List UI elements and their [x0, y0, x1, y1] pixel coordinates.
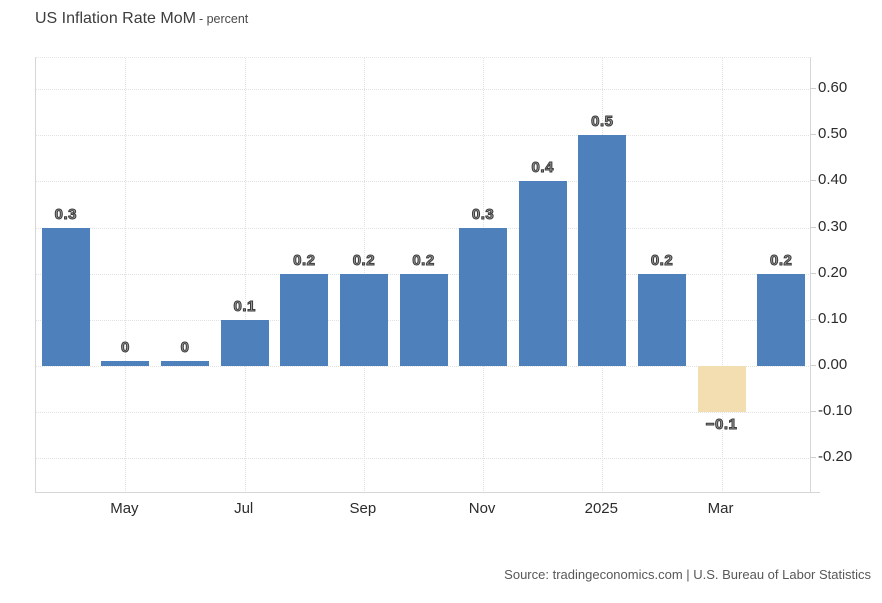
x-tick-label: May — [110, 500, 139, 517]
bar[interactable] — [697, 366, 746, 413]
x-tick-label: Sep — [349, 500, 377, 517]
y-tick-label: 0.50 — [818, 125, 848, 143]
y-tick-mark — [810, 457, 816, 459]
bar-value-label: 0 — [120, 339, 130, 357]
y-tick-label: -0.10 — [818, 402, 853, 420]
gridline-vertical — [244, 58, 246, 493]
bar-value-label: 0.2 — [352, 251, 376, 269]
y-tick-mark — [810, 272, 816, 274]
gridline-horizontal — [36, 227, 811, 229]
bar[interactable] — [101, 361, 150, 366]
chart-title-unit: - percent — [198, 12, 249, 26]
bar[interactable] — [518, 181, 567, 366]
y-tick-mark — [810, 180, 816, 182]
chart-title-main: US Inflation Rate MoM — [35, 10, 196, 27]
bar-value-label: 0.3 — [54, 205, 77, 223]
gridline-horizontal — [36, 412, 811, 414]
x-tick-label: Jul — [234, 500, 254, 517]
gridline-horizontal — [36, 458, 811, 460]
gridline-horizontal — [36, 366, 811, 367]
bar[interactable] — [280, 273, 329, 367]
bar[interactable] — [41, 227, 90, 366]
y-tick-mark — [810, 134, 816, 136]
y-tick-label: 0.10 — [818, 309, 848, 327]
gridline-horizontal — [36, 135, 811, 137]
bar-value-label: 0.2 — [650, 251, 674, 269]
bar-value-label: 0.2 — [770, 251, 793, 269]
bar[interactable] — [638, 273, 686, 367]
bar[interactable] — [161, 361, 209, 366]
y-tick-mark — [810, 411, 816, 413]
gridline-horizontal — [36, 181, 811, 183]
bar-value-label: 0.2 — [412, 251, 435, 269]
y-tick-mark — [810, 87, 816, 89]
x-tick-label: 2025 — [584, 500, 618, 517]
gridline-vertical — [125, 58, 127, 493]
y-tick-label: -0.20 — [818, 448, 853, 466]
chart-title: US Inflation Rate MoM - percent — [35, 10, 248, 28]
y-tick-label: 0.40 — [818, 171, 848, 189]
y-tick-mark — [810, 226, 816, 228]
y-tick-label: 0.20 — [818, 263, 848, 281]
bar[interactable] — [459, 227, 508, 366]
y-tick-label: 0.00 — [818, 356, 848, 373]
plot-area: 0.3 0 0 0.1 0.2 0.2 0.2 0.3 0.4 0.5 0.2 −0.1 0.2 — [35, 57, 811, 493]
x-tick-label: Mar — [707, 500, 734, 517]
y-tick-label: 0.60 — [818, 78, 848, 96]
bar[interactable] — [578, 135, 627, 366]
y-tick-label: 0.30 — [818, 217, 848, 235]
source-note: Source: tradingeconomics.com | U.S. Bure… — [504, 567, 871, 582]
bar-value-label: 0.2 — [293, 251, 316, 269]
bar-value-label: 0.5 — [591, 113, 614, 131]
bar[interactable] — [220, 319, 269, 366]
bar[interactable] — [757, 273, 806, 367]
bar[interactable] — [339, 273, 388, 367]
y-axis-line — [810, 57, 811, 493]
bar[interactable] — [399, 273, 448, 367]
y-tick-mark — [810, 365, 816, 366]
gridline-vertical — [721, 58, 723, 493]
gridline-horizontal — [36, 88, 811, 90]
bar-value-label: 0.1 — [233, 297, 256, 315]
x-tick-label: Nov — [468, 500, 496, 517]
bar-value-label: 0.4 — [531, 159, 554, 177]
bar-value-label: 0.3 — [471, 205, 495, 223]
y-tick-mark — [810, 318, 816, 320]
bar-value-label: −0.1 — [705, 416, 738, 434]
bar-value-label: 0 — [180, 339, 190, 357]
x-axis-line — [35, 492, 820, 493]
